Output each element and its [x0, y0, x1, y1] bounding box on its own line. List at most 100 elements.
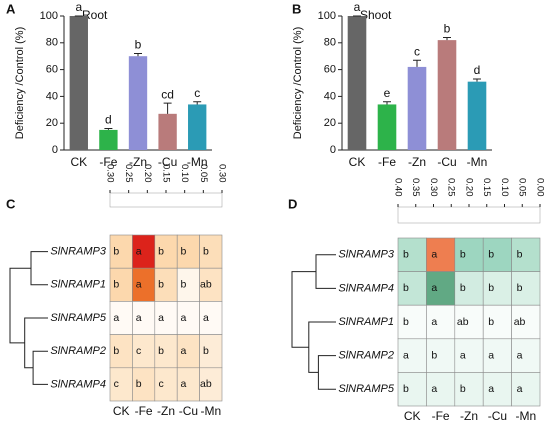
bar: [437, 40, 457, 151]
heatmap-cell: [454, 304, 484, 340]
y-tick-label: 40: [46, 90, 58, 102]
panel-label: C: [6, 196, 16, 211]
bar-annotation: c: [414, 44, 420, 58]
cell-annotation: b: [181, 245, 187, 257]
row-label: SlNRAMP5: [338, 383, 395, 395]
cell-annotation: a: [431, 316, 437, 328]
cell-annotation: b: [158, 245, 164, 257]
cell-annotation: ab: [200, 378, 212, 390]
cell-annotation: b: [113, 245, 119, 257]
cell-annotation: b: [460, 383, 466, 395]
x-tick-label: -Zn: [408, 155, 426, 169]
y-tick-label: 60: [324, 64, 336, 76]
error-bar: [473, 78, 481, 82]
colorbar: [109, 192, 223, 208]
heatmap-cell: [511, 304, 541, 340]
cell-annotation: ab: [200, 279, 212, 291]
cell-annotation: a: [181, 378, 187, 390]
x-tick-label: -Cu: [158, 155, 177, 169]
heatmap-cell: [511, 237, 541, 272]
column-label: -Zn: [157, 404, 175, 418]
row-label: SlNRAMP5: [50, 312, 107, 324]
cell-annotation: b: [460, 249, 466, 261]
cell-annotation: b: [403, 316, 409, 328]
panel-label: B: [292, 1, 301, 16]
panel-title: Root: [82, 8, 108, 22]
colorbar-tick-label: 0.35: [410, 178, 421, 197]
bar-annotation: a: [354, 0, 361, 14]
error-bar: [383, 101, 391, 105]
row-label: SlNRAMP3: [338, 249, 395, 261]
heatmap-cell: [397, 271, 427, 306]
colorbar-tick-label: 0.05: [198, 164, 209, 183]
colorbar: [397, 206, 541, 224]
y-axis-label: Deficiency /Control (%): [14, 27, 26, 139]
cell-annotation: a: [113, 312, 119, 324]
colorbar-tick-label: 0.30: [104, 164, 115, 183]
y-tick-label: 0: [330, 144, 336, 156]
x-tick-label: -Cu: [437, 155, 456, 169]
bar: [158, 113, 177, 150]
row-label: SlNRAMP2: [50, 345, 106, 357]
y-tick-label: 40: [324, 90, 336, 102]
heatmap-cell: [454, 271, 484, 306]
row-label: SlNRAMP1: [50, 279, 106, 291]
x-tick-label: -Mn: [467, 155, 488, 169]
colorbar-tick-label: 0.15: [160, 164, 171, 183]
row-label: SlNRAMP4: [338, 282, 394, 294]
cell-annotation: b: [488, 316, 494, 328]
error-bar: [413, 59, 421, 67]
cell-annotation: b: [181, 279, 187, 291]
cell-annotation: b: [488, 282, 494, 294]
error-bar: [134, 53, 142, 57]
y-tick-label: 80: [324, 37, 336, 49]
cell-annotation: a: [403, 349, 409, 361]
cell-annotation: b: [113, 345, 119, 357]
bar: [377, 104, 397, 150]
y-axis-label: Deficiency /Control (%): [292, 27, 304, 139]
cell-annotation: a: [517, 383, 523, 395]
error-bar: [443, 36, 451, 41]
cell-annotation: a: [488, 383, 494, 395]
bar-annotation: c: [194, 86, 200, 100]
cell-annotation: b: [403, 249, 409, 261]
column-label: CK: [113, 404, 130, 418]
panel-label: D: [288, 196, 297, 211]
bar-annotation: b: [135, 38, 142, 52]
heatmap-cell: [482, 338, 512, 373]
colorbar-tick-label: 0.10: [179, 164, 190, 183]
y-tick-label: 100: [318, 10, 336, 22]
column-label: -Zn: [460, 409, 478, 423]
cell-annotation: a: [136, 279, 142, 291]
heatmap-cell: [397, 372, 427, 407]
colorbar-tick-label: 0.25: [446, 178, 457, 197]
heatmap-cell: [482, 372, 512, 407]
error-bar: [104, 128, 113, 130]
cell-annotation: a: [488, 349, 494, 361]
cell-annotation: ab: [457, 316, 469, 328]
row-label: SlNRAMP4: [50, 378, 106, 390]
heatmap-cell: [426, 271, 456, 306]
error-bar: [163, 102, 172, 114]
cell-annotation: ab: [514, 316, 526, 328]
cell-annotation: a: [460, 349, 466, 361]
y-tick-label: 20: [46, 117, 58, 129]
heatmap-cell: [397, 338, 427, 373]
colorbar-tick-label: 0.10: [499, 178, 510, 197]
colorbar-tick-label: 0.20: [142, 164, 153, 183]
heatmap-cell: [482, 237, 512, 272]
bar: [99, 129, 118, 150]
cell-annotation: c: [114, 378, 119, 390]
y-tick-label: 60: [46, 64, 58, 76]
heatmap-cell: [397, 304, 427, 340]
row-label: SlNRAMP1: [338, 316, 394, 328]
colorbar-tick-label: 0.15: [481, 178, 492, 197]
column-label: -Mn: [515, 409, 536, 423]
cell-annotation: b: [136, 378, 142, 390]
y-tick-label: 0: [52, 144, 58, 156]
bar: [407, 66, 427, 150]
colorbar-tick-label: 0.05: [517, 178, 528, 197]
cell-annotation: b: [431, 349, 437, 361]
cell-annotation: b: [203, 345, 209, 357]
